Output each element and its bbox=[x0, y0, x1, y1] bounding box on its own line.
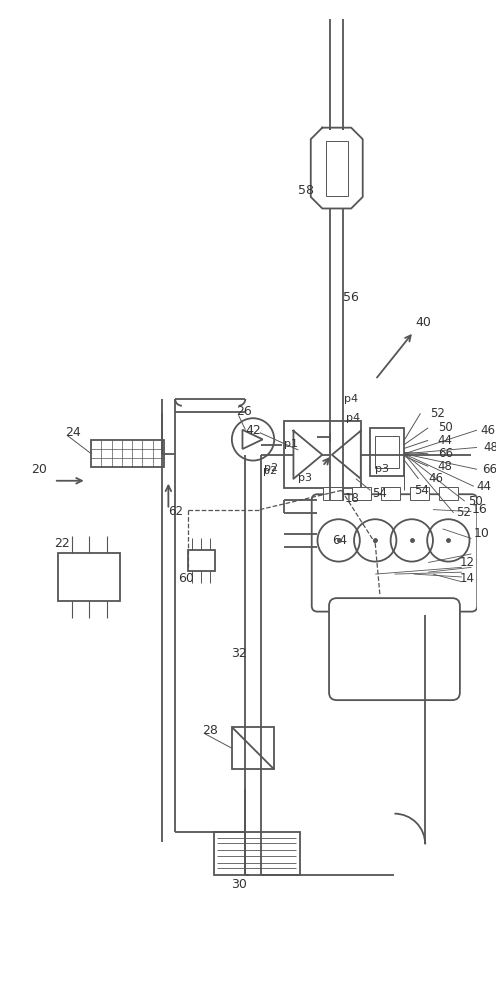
Text: 64: 64 bbox=[332, 534, 347, 547]
Text: 14: 14 bbox=[460, 572, 475, 585]
Text: 32: 32 bbox=[231, 647, 247, 660]
Text: 66: 66 bbox=[438, 447, 453, 460]
Text: p4: p4 bbox=[346, 413, 361, 423]
Bar bbox=[214, 832, 300, 875]
Bar bbox=[375, 436, 399, 468]
FancyBboxPatch shape bbox=[329, 598, 460, 700]
Text: 62: 62 bbox=[168, 505, 184, 518]
FancyBboxPatch shape bbox=[311, 494, 477, 612]
Text: p4: p4 bbox=[344, 394, 359, 404]
Bar bbox=[187, 550, 215, 571]
Bar bbox=[326, 141, 348, 196]
Text: 16: 16 bbox=[471, 503, 487, 516]
Bar bbox=[284, 421, 361, 488]
Text: 18: 18 bbox=[344, 492, 359, 505]
Text: 10: 10 bbox=[473, 527, 489, 540]
Text: 40: 40 bbox=[416, 316, 432, 329]
Text: 54: 54 bbox=[414, 484, 429, 497]
Text: 54: 54 bbox=[372, 487, 387, 500]
Bar bbox=[352, 487, 372, 500]
Text: p1: p1 bbox=[284, 439, 298, 449]
Text: 20: 20 bbox=[31, 463, 47, 476]
Text: 46: 46 bbox=[428, 472, 443, 485]
Text: 50: 50 bbox=[468, 495, 483, 508]
Bar bbox=[58, 553, 120, 601]
Text: 66: 66 bbox=[482, 463, 496, 476]
Text: 12: 12 bbox=[460, 556, 475, 569]
Text: 48: 48 bbox=[484, 441, 496, 454]
Bar bbox=[91, 440, 164, 467]
Text: p3: p3 bbox=[375, 464, 389, 474]
Text: 48: 48 bbox=[438, 460, 453, 473]
Text: 44: 44 bbox=[438, 434, 453, 447]
Text: 24: 24 bbox=[65, 426, 81, 439]
Bar bbox=[323, 487, 343, 500]
Text: 44: 44 bbox=[477, 480, 492, 493]
Text: p2: p2 bbox=[263, 463, 278, 473]
Text: 26: 26 bbox=[236, 405, 251, 418]
Text: p2: p2 bbox=[263, 466, 277, 476]
Bar bbox=[232, 727, 274, 769]
Bar bbox=[381, 487, 400, 500]
Text: 46: 46 bbox=[480, 424, 495, 437]
Text: 52: 52 bbox=[456, 506, 471, 519]
Text: 50: 50 bbox=[438, 421, 452, 434]
Text: 52: 52 bbox=[430, 407, 445, 420]
Text: 60: 60 bbox=[178, 572, 194, 585]
Text: 30: 30 bbox=[231, 878, 247, 891]
Text: p3: p3 bbox=[298, 473, 312, 483]
Polygon shape bbox=[332, 431, 361, 479]
Polygon shape bbox=[294, 431, 322, 479]
Text: 58: 58 bbox=[298, 184, 314, 197]
Text: 56: 56 bbox=[343, 291, 359, 304]
Text: 22: 22 bbox=[54, 537, 69, 550]
Text: 42: 42 bbox=[246, 424, 261, 437]
Text: 28: 28 bbox=[202, 724, 218, 737]
Bar bbox=[439, 487, 458, 500]
Bar bbox=[371, 428, 404, 476]
Bar bbox=[410, 487, 429, 500]
